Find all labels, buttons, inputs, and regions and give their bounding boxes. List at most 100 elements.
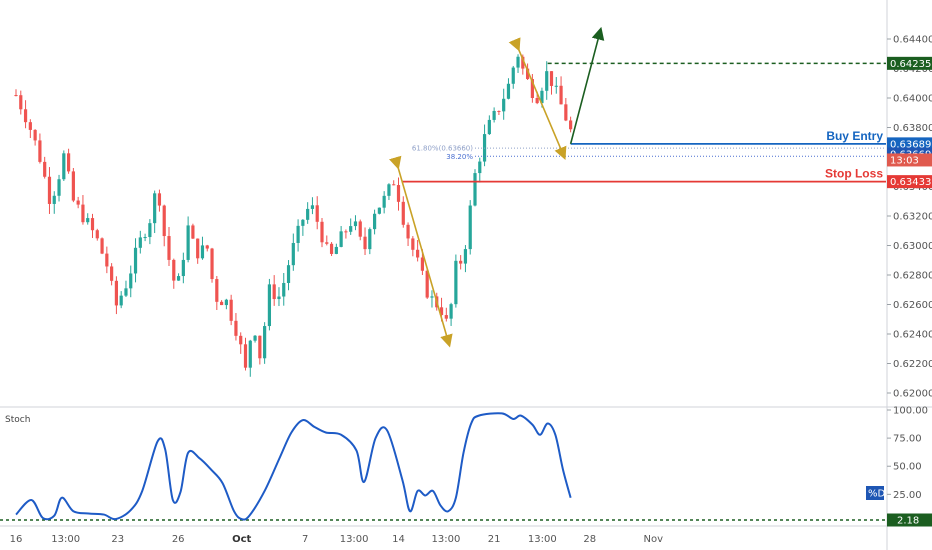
candle-body (444, 315, 448, 319)
candle-body (205, 245, 209, 249)
candle-body (200, 245, 205, 259)
candle-body (372, 213, 377, 230)
candle-body (133, 247, 138, 274)
candle-body (564, 104, 568, 121)
candle-body (430, 296, 434, 298)
candle-body (349, 226, 353, 232)
candle-body (382, 195, 386, 208)
candle-body (157, 193, 162, 206)
candle-body (301, 219, 305, 226)
candle-body (473, 173, 477, 206)
fib-level-label: 38.20% (446, 153, 473, 161)
take-profit-badge-label: 0.64235 (890, 59, 931, 70)
swing-arrow (389, 155, 453, 348)
time-tick-label: 13:00 (432, 534, 461, 545)
candle-body (124, 288, 128, 296)
stop-loss-badge-label: 0.63433 (890, 177, 931, 188)
take-profit-badge (887, 56, 932, 70)
candle-body (387, 184, 391, 196)
buy-entry-badge-label: 0.63689 (890, 139, 931, 150)
candle-body (511, 67, 515, 84)
candle-body (253, 335, 257, 341)
price-tick-label: 0.62200 (893, 359, 932, 370)
candle-body (286, 265, 291, 283)
candle-body (459, 260, 463, 264)
candle-body (454, 260, 458, 305)
stoch-d-line (15, 412, 572, 521)
candle-body (416, 249, 420, 258)
candle-body (502, 98, 506, 112)
candle-body (306, 208, 310, 220)
candle-body (210, 248, 214, 280)
candle-body (215, 279, 219, 302)
candle-body (569, 120, 573, 130)
trend-arrows (389, 26, 605, 348)
price-tick-label: 0.63200 (893, 212, 932, 223)
price-tick-label: 0.62400 (893, 330, 932, 341)
candle-body (353, 221, 358, 227)
time-tick-label: 23 (111, 534, 124, 545)
candle-body (90, 218, 95, 231)
candle-body (57, 179, 61, 196)
candle-body (95, 230, 99, 239)
candle-body (368, 229, 372, 250)
candle-body (186, 225, 190, 260)
candle-body (267, 284, 272, 327)
candle-body (47, 176, 52, 204)
stoch-level-badge-label: 2.18 (897, 516, 919, 527)
countdown-badge (887, 153, 932, 167)
buy-entry-annotation: Buy Entry (826, 129, 883, 143)
candle-body (325, 242, 329, 244)
candle-body (234, 320, 238, 336)
price-tick-label: 0.62800 (893, 271, 932, 282)
price-tick-label: 0.64400 (893, 35, 932, 46)
candle-body (167, 236, 171, 260)
stop-loss-annotation: Stop Loss (825, 167, 883, 181)
candle-body (81, 204, 85, 223)
indicator-title: Stoch (5, 415, 30, 425)
candle-body (38, 140, 42, 162)
candle-body (315, 205, 319, 222)
candle-body (478, 161, 482, 174)
candle-body (411, 238, 415, 250)
candle-body (148, 223, 152, 238)
candle-body (487, 119, 491, 135)
price-tick-label: 0.62000 (893, 389, 932, 400)
candle-body (219, 301, 224, 306)
candle-body (463, 249, 468, 264)
candle-body (401, 201, 405, 225)
candle-body (224, 299, 228, 306)
candle-body (76, 200, 80, 205)
candle-body (71, 171, 75, 201)
time-tick-label: 13:00 (340, 534, 369, 545)
candle-body (105, 253, 109, 267)
candle-body (296, 225, 300, 243)
horizontal-levels: 61.80%(0.63660)38.20% Buy Entry Stop Loss (402, 62, 886, 183)
candle-body (497, 110, 501, 112)
candle-body (33, 129, 37, 141)
candle-body (248, 340, 252, 368)
time-tick-label: 21 (488, 534, 501, 545)
candle-body (23, 109, 28, 123)
candle-body (196, 238, 200, 259)
candle-body (119, 295, 123, 306)
candle-body (329, 243, 334, 254)
price-tick-label: 0.64000 (893, 94, 932, 105)
candle-body (344, 231, 348, 233)
candle-body (138, 237, 142, 248)
candle-body (377, 207, 381, 214)
time-tick-label: Oct (232, 534, 251, 545)
candle-body (272, 284, 276, 300)
price-tick-label: 0.63000 (893, 241, 932, 252)
candle-body (449, 304, 453, 319)
candle-body (66, 153, 71, 172)
candle-body (229, 299, 233, 321)
price-tick-label: 0.63800 (893, 123, 932, 134)
candle-body (516, 56, 520, 68)
stop-loss-badge (887, 175, 932, 189)
stoch-tick-label: 50.00 (893, 462, 922, 473)
candle-body (19, 95, 23, 110)
candle-body (535, 97, 539, 104)
